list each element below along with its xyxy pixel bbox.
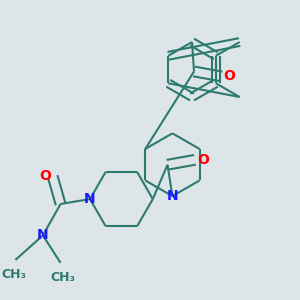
Text: N: N bbox=[37, 228, 49, 242]
Text: CH₃: CH₃ bbox=[1, 268, 26, 281]
Text: CH₃: CH₃ bbox=[50, 271, 75, 284]
Text: N: N bbox=[167, 189, 178, 203]
Text: O: O bbox=[39, 169, 51, 184]
Text: O: O bbox=[197, 153, 209, 167]
Text: N: N bbox=[84, 192, 96, 206]
Text: O: O bbox=[224, 69, 235, 83]
